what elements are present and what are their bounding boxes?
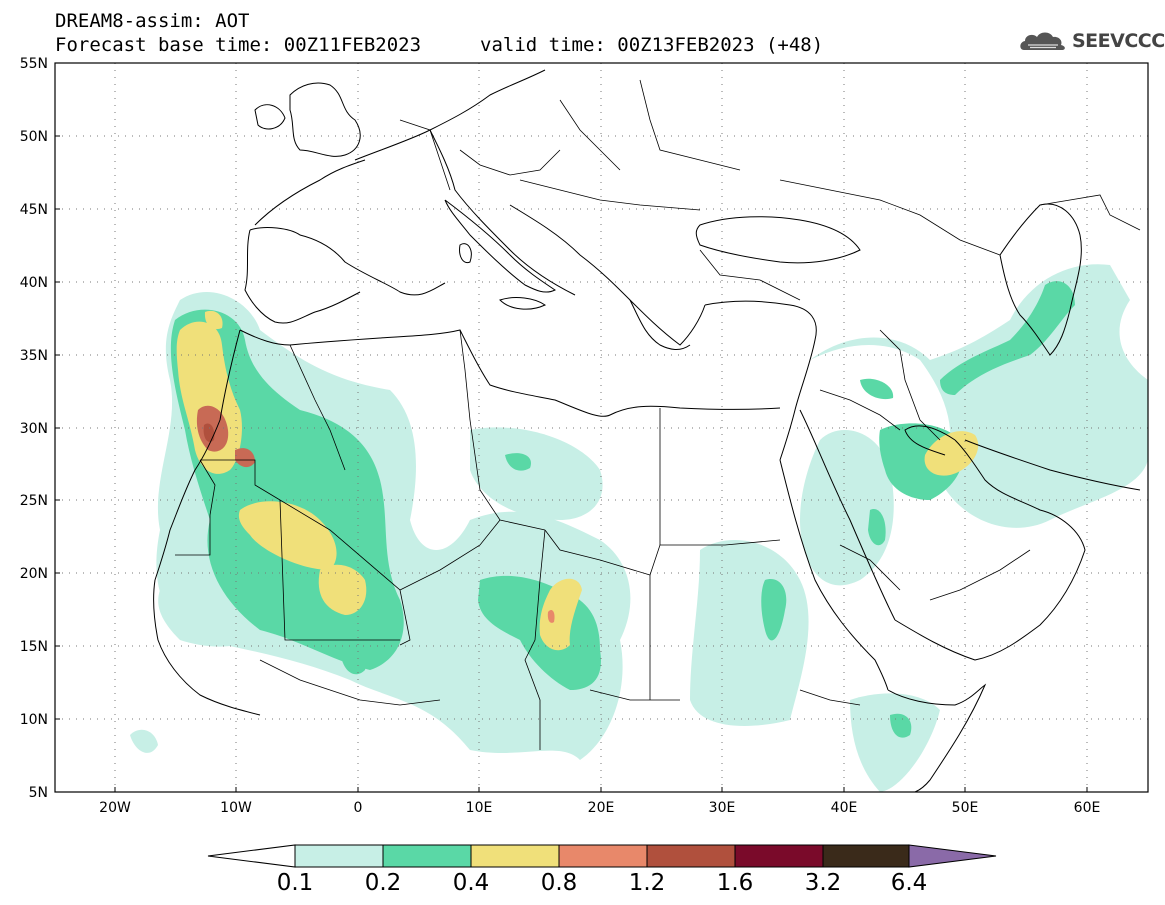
- colorbar-cell: [382, 844, 472, 868]
- lat-label: 55N: [20, 56, 48, 72]
- colorbar-low-arrow: [207, 844, 296, 868]
- axis-ticks: [55, 62, 1088, 792]
- lon-label: 10E: [466, 800, 493, 816]
- coastlines: [153, 69, 1141, 792]
- latitude-labels: 55N 50N 45N 40N 35N 30N 25N 20N 15N 10N …: [20, 56, 48, 801]
- colorbar-cell: [734, 844, 824, 868]
- lon-label: 60E: [1074, 800, 1101, 816]
- lon-label: 10W: [220, 800, 252, 816]
- forecast-base-time: Forecast base time: 00Z11FEB2023: [55, 34, 422, 56]
- lat-label: 15N: [20, 639, 48, 655]
- logo-text: SEEVCCC: [1072, 30, 1165, 52]
- colorbar-label: 6.4: [890, 870, 928, 896]
- lon-label: 20E: [588, 800, 615, 816]
- lat-label: 30N: [20, 421, 48, 437]
- lon-label: 30E: [709, 800, 736, 816]
- lat-label: 5N: [29, 785, 48, 801]
- valid-time: valid time: 00Z13FEB2023 (+48): [480, 34, 824, 56]
- graticule: [55, 63, 1148, 792]
- colorbar-label: 3.2: [804, 870, 842, 896]
- lat-label: 50N: [20, 129, 48, 145]
- lat-label: 10N: [20, 712, 48, 728]
- aot-field: [130, 264, 1148, 792]
- lat-label: 40N: [20, 275, 48, 291]
- colorbar-cell: [822, 844, 910, 868]
- lat-label: 25N: [20, 493, 48, 509]
- colorbar: [207, 844, 997, 868]
- map-title: DREAM8-assim: AOT: [55, 10, 250, 32]
- borders: [175, 79, 1141, 750]
- colorbar-cell: [470, 844, 560, 868]
- colorbar-cell: [558, 844, 648, 868]
- lat-label: 45N: [20, 202, 48, 218]
- lon-label: 0: [354, 800, 363, 816]
- lon-label: 50E: [952, 800, 979, 816]
- colorbar-label: 0.2: [364, 870, 402, 896]
- longitude-labels: 20W 10W 0 10E 20E 30E 40E 50E 60E: [99, 800, 1100, 816]
- colorbar-label: 1.6: [716, 870, 754, 896]
- lat-label: 35N: [20, 348, 48, 364]
- cloud-logo-icon: [1020, 32, 1065, 50]
- lat-label: 20N: [20, 566, 48, 582]
- colorbar-high-arrow: [908, 844, 997, 868]
- colorbar-label: 0.4: [452, 870, 490, 896]
- colorbar-cell: [294, 844, 384, 868]
- colorbar-label: 0.1: [276, 870, 314, 896]
- colorbar-cell: [646, 844, 736, 868]
- lon-label: 40E: [831, 800, 858, 816]
- lon-label: 20W: [99, 800, 131, 816]
- colorbar-label: 1.2: [628, 870, 666, 896]
- colorbar-label: 0.8: [540, 870, 578, 896]
